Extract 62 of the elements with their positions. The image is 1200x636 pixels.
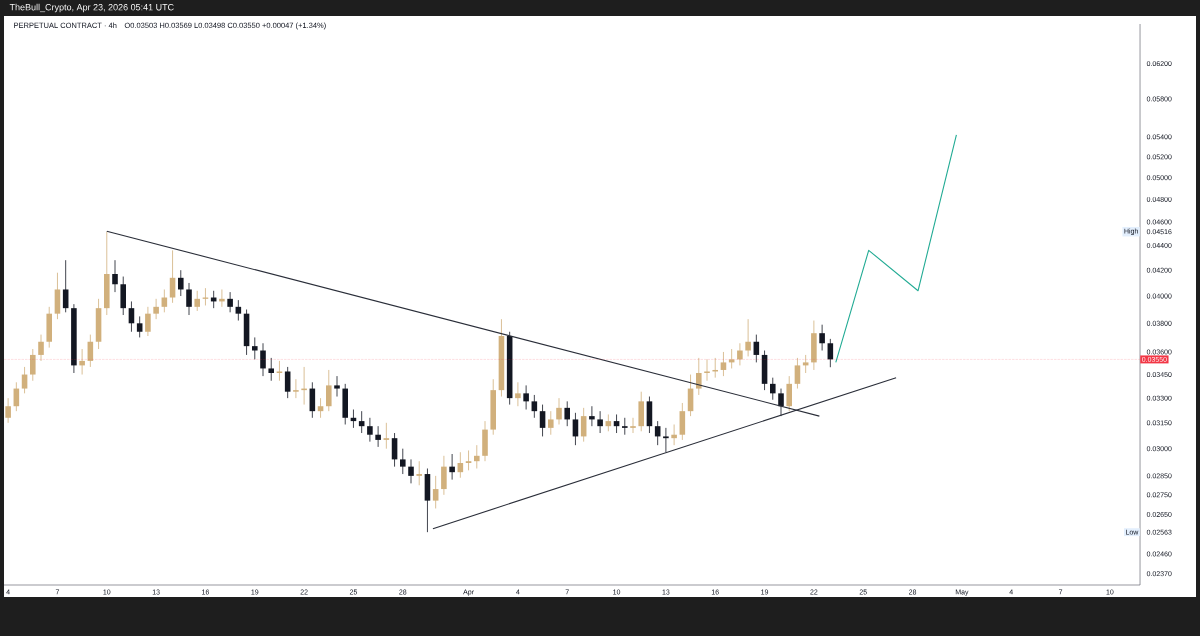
candlestick	[663, 427, 669, 453]
candlestick	[416, 460, 423, 486]
candlestick	[794, 357, 801, 389]
candlestick	[408, 459, 414, 484]
candlestick	[819, 324, 825, 351]
candlestick	[62, 259, 69, 313]
candlestick	[515, 381, 521, 407]
line-series	[835, 134, 957, 363]
candlestick	[621, 417, 628, 436]
candlestick	[695, 357, 702, 396]
candlestick	[276, 360, 283, 382]
candlestick	[375, 425, 381, 448]
candlestick	[112, 259, 118, 293]
candlestick	[704, 359, 710, 382]
candlestick	[432, 475, 439, 509]
candlestick	[786, 375, 793, 412]
candlestick	[268, 357, 275, 382]
candlestick	[145, 306, 151, 337]
candlestick	[177, 269, 184, 297]
candlestick	[169, 249, 176, 304]
candlestick	[5, 397, 11, 424]
candlestick	[227, 291, 233, 313]
text: TheBull_Crypto, Apr 23, 2026 05:41 UTC	[9, 3, 174, 13]
candlestick	[630, 417, 636, 434]
candlestick	[539, 404, 546, 437]
candlestick	[260, 342, 266, 377]
candlestick	[778, 388, 784, 417]
candlestick	[251, 337, 258, 360]
candlestick	[79, 348, 85, 375]
candlestick	[367, 417, 373, 443]
candlestick	[399, 448, 406, 475]
candlestick	[21, 366, 28, 394]
candlestick	[194, 290, 201, 312]
candlestick	[284, 366, 291, 399]
candlestick	[465, 450, 472, 471]
candlestick	[720, 351, 727, 377]
candlestick	[334, 375, 340, 397]
candlestick	[473, 444, 480, 469]
candlestick	[589, 405, 595, 427]
candlestick	[556, 397, 562, 425]
candlestick	[547, 410, 554, 436]
candlestick	[186, 282, 192, 316]
candlestick	[325, 369, 332, 412]
candlestick	[745, 318, 751, 357]
candlestick	[120, 276, 127, 316]
candlestick	[531, 394, 538, 419]
candlestick	[153, 298, 159, 320]
candlestick	[235, 299, 242, 321]
candlestick	[737, 342, 743, 366]
candlestick	[293, 378, 299, 399]
candlestick	[441, 455, 447, 496]
candlestick	[769, 377, 776, 401]
candlestick	[136, 316, 143, 338]
candlestick	[597, 410, 603, 434]
candlestick	[383, 422, 390, 450]
candlestick	[679, 402, 686, 441]
candlestick	[523, 385, 529, 410]
candlestick	[449, 453, 455, 481]
candlestick	[564, 400, 571, 427]
candlestick	[38, 334, 44, 362]
candlestick	[29, 348, 36, 382]
candlestick	[671, 424, 677, 446]
